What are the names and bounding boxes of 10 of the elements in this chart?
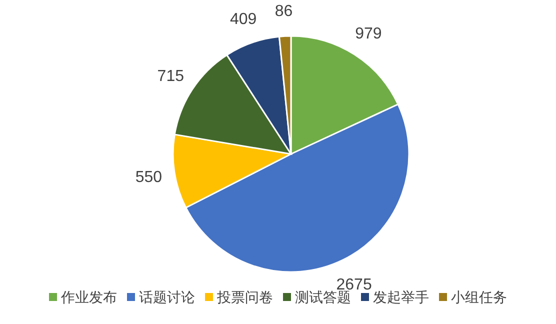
- data-label: 86: [274, 3, 293, 20]
- legend-label: 发起举手: [373, 289, 429, 305]
- legend-label: 话题讨论: [139, 289, 195, 305]
- legend-label: 作业发布: [60, 289, 117, 305]
- data-label: 409: [230, 11, 257, 28]
- data-label: 550: [135, 168, 162, 186]
- legend-label: 投票问卷: [216, 289, 273, 305]
- data-label: 979: [355, 26, 382, 43]
- data-label: 715: [157, 68, 184, 85]
- legend-label: 小组任务: [451, 289, 507, 305]
